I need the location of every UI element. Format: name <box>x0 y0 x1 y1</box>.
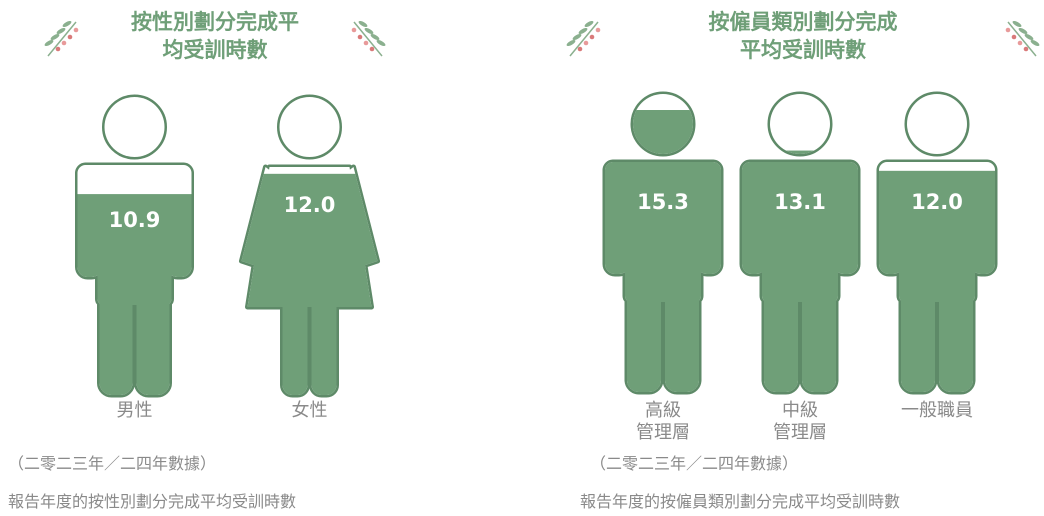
category-label: 女性 <box>291 400 328 421</box>
sprig-leaf <box>578 27 588 35</box>
sprig-bud <box>357 34 363 40</box>
chart-title: 按性別劃分完成平均受訓時數 <box>131 10 299 62</box>
sprig-leaf <box>1030 39 1040 47</box>
chart-title: 按僱員類別劃分完成平均受訓時數 <box>708 10 898 62</box>
sprig-leaf <box>370 33 380 41</box>
note: （二零二三年／二四年數據） <box>590 454 799 473</box>
figure-body <box>907 94 967 154</box>
sprig-bud <box>363 40 369 46</box>
value-label: 15.3 <box>637 190 689 214</box>
sprig-bud <box>1017 40 1023 46</box>
note: （二零二三年／二四年數據） <box>8 454 217 473</box>
decoration <box>351 20 386 57</box>
category-label: 高級 管理層 <box>636 400 690 443</box>
sprig-stem <box>1007 21 1037 57</box>
sprig-bud <box>1023 46 1029 52</box>
sprig-leaf <box>62 20 72 28</box>
sprig-leaf <box>566 39 576 47</box>
figure <box>75 94 194 398</box>
figure <box>876 91 998 395</box>
value-label: 13.1 <box>774 190 826 214</box>
sprig-stem <box>569 21 599 57</box>
caption: 報告年度的按性別劃分完成平均受訓時數 <box>8 492 297 511</box>
figure-body <box>104 97 165 157</box>
sprig-bud <box>595 27 601 33</box>
sprig-leaf <box>358 20 368 28</box>
sprig-leaf <box>56 27 66 35</box>
sprig-bud <box>369 46 375 52</box>
sprig-leaf <box>1012 20 1022 28</box>
sprig-stem <box>353 21 383 57</box>
sprig-bud <box>1011 34 1017 40</box>
figure-body <box>279 97 340 157</box>
sprig-bud <box>589 34 595 40</box>
sprig-leaf <box>44 39 54 47</box>
value-label: 12.0 <box>283 193 336 217</box>
figure <box>739 91 861 395</box>
figure-body <box>770 94 830 154</box>
sprig-leaf <box>1024 33 1034 41</box>
category-label: 男性 <box>116 400 153 421</box>
sprig-stem <box>47 21 77 57</box>
sprig-bud <box>67 34 73 40</box>
sprig-leaf <box>584 20 594 28</box>
sprig-bud <box>61 40 67 46</box>
figure <box>602 91 724 395</box>
sprig-bud <box>577 46 583 52</box>
category-label: 一般職員 <box>901 400 973 421</box>
sprig-bud <box>351 27 357 33</box>
sprig-leaf <box>572 33 582 41</box>
value-label: 10.9 <box>108 208 161 233</box>
sprig-leaf <box>376 39 386 47</box>
decoration <box>566 20 601 57</box>
sprig-leaf <box>1018 27 1028 35</box>
caption: 報告年度的按僱員類別劃分完成平均受訓時數 <box>580 492 901 511</box>
decoration <box>1005 20 1040 57</box>
sprig-leaf <box>364 27 374 35</box>
sprig-leaf <box>50 33 60 41</box>
value-label: 12.0 <box>911 190 963 214</box>
decoration <box>44 20 79 57</box>
sprig-bud <box>73 27 79 33</box>
sprig-bud <box>583 40 589 46</box>
sprig-bud <box>1005 27 1011 33</box>
category-label: 中級 管理層 <box>773 400 827 443</box>
sprig-bud <box>55 46 61 52</box>
figure <box>239 94 380 398</box>
